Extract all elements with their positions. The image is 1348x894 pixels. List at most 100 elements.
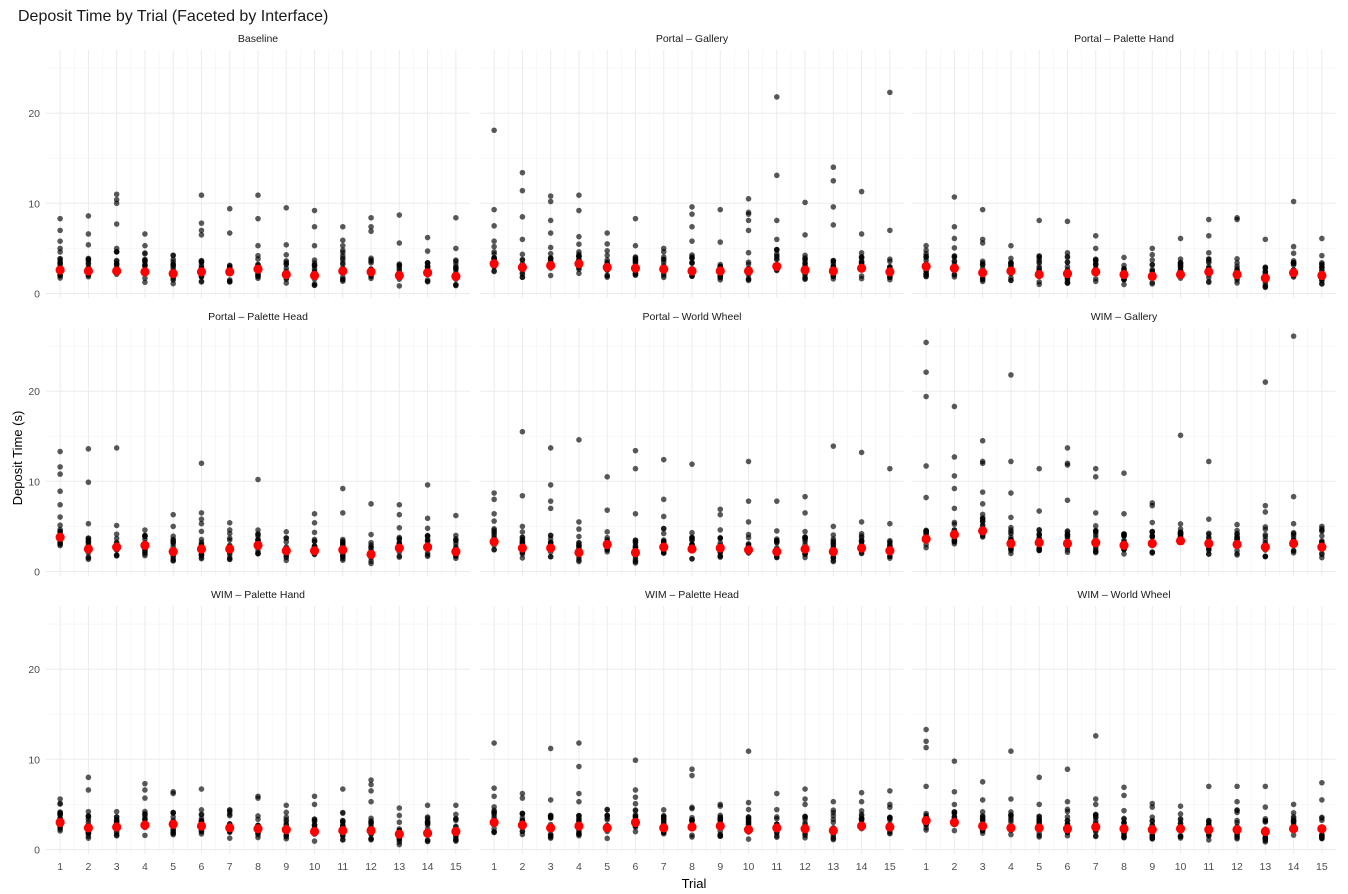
data-point (547, 532, 554, 539)
data-point (396, 553, 403, 559)
data-point (604, 272, 610, 279)
data-point (576, 253, 582, 260)
data-point (1206, 516, 1212, 522)
data-point (113, 830, 120, 836)
data-point (85, 213, 92, 219)
data-point (396, 525, 403, 531)
data-point (368, 501, 374, 507)
data-point (745, 534, 752, 541)
mean-point (1175, 824, 1186, 834)
data-point (774, 834, 780, 840)
data-point (1092, 832, 1099, 839)
data-point (491, 530, 497, 536)
x-tick-label: 11 (1203, 861, 1214, 873)
data-point (576, 740, 582, 746)
mean-point (602, 823, 612, 833)
data-point (142, 533, 148, 540)
data-point (887, 801, 893, 808)
data-point (858, 519, 865, 525)
data-point (1036, 465, 1042, 472)
mean-point (743, 545, 754, 555)
data-point (1008, 831, 1014, 838)
y-tick-label: 20 (28, 664, 40, 676)
mean-point (517, 820, 528, 830)
data-point (1008, 490, 1014, 496)
y-tick-label: 0 (34, 288, 40, 300)
mean-point (338, 545, 348, 555)
data-point (774, 554, 780, 561)
data-point (660, 274, 667, 281)
mean-point (978, 268, 988, 278)
mean-point (281, 825, 291, 835)
mean-point (338, 825, 348, 836)
data-point (1092, 245, 1099, 252)
data-point (923, 738, 929, 745)
data-point (255, 551, 261, 557)
mean-point (885, 546, 895, 556)
mean-point (687, 822, 697, 832)
x-tick-label: 3 (114, 861, 120, 873)
data-point (311, 529, 318, 536)
data-point (57, 811, 63, 817)
data-point (1262, 264, 1269, 271)
mean-point (828, 266, 838, 276)
x-tick-label: 7 (227, 861, 233, 873)
data-point (1121, 815, 1127, 822)
data-point (85, 535, 92, 541)
data-point (170, 533, 176, 540)
data-point (576, 763, 582, 770)
data-point (1206, 817, 1212, 824)
mean-point (630, 547, 641, 558)
data-point (632, 828, 639, 835)
data-point (1290, 801, 1297, 808)
data-point (547, 255, 554, 262)
data-point (923, 339, 929, 346)
mean-point (366, 549, 376, 559)
data-point (1290, 250, 1297, 257)
data-point (745, 217, 752, 224)
data-point (1319, 281, 1325, 287)
data-point (1149, 257, 1156, 263)
data-point (1177, 235, 1184, 242)
data-point (717, 833, 724, 840)
data-point (979, 779, 986, 785)
data-point (113, 221, 120, 227)
x-tick-label: 3 (548, 861, 554, 873)
data-point (491, 268, 497, 274)
mean-point (772, 261, 782, 272)
mean-point (715, 821, 725, 831)
data-point (689, 817, 695, 824)
data-point (1290, 532, 1297, 539)
data-point (1149, 279, 1156, 286)
data-point (198, 192, 205, 198)
mean-point (921, 534, 931, 544)
data-point (424, 817, 431, 824)
data-point (1036, 774, 1042, 781)
data-point (604, 507, 610, 513)
x-tick-label: 11 (337, 861, 348, 873)
data-point (226, 279, 233, 285)
data-point (142, 527, 148, 533)
data-point (547, 193, 554, 199)
data-point (858, 533, 865, 539)
data-point (689, 259, 695, 266)
data-point (979, 240, 986, 246)
facet-strip-label: Portal – Palette Hand (1074, 33, 1174, 45)
y-tick-label: 10 (28, 476, 40, 488)
mean-point (451, 271, 461, 281)
mean-point (949, 817, 960, 828)
data-point (85, 520, 92, 527)
mean-point (423, 542, 433, 552)
data-point (491, 526, 497, 532)
data-point (887, 256, 893, 262)
mean-point (1034, 269, 1044, 280)
data-point (604, 835, 610, 842)
facet-panel: Portal – Palette Hand (912, 33, 1336, 298)
x-tick-label: 12 (1231, 861, 1243, 873)
x-tick-label: 10 (743, 861, 755, 873)
data-point (368, 815, 374, 822)
data-point (1262, 524, 1269, 530)
x-tick-label: 1 (923, 861, 929, 873)
mean-point (1204, 825, 1214, 835)
